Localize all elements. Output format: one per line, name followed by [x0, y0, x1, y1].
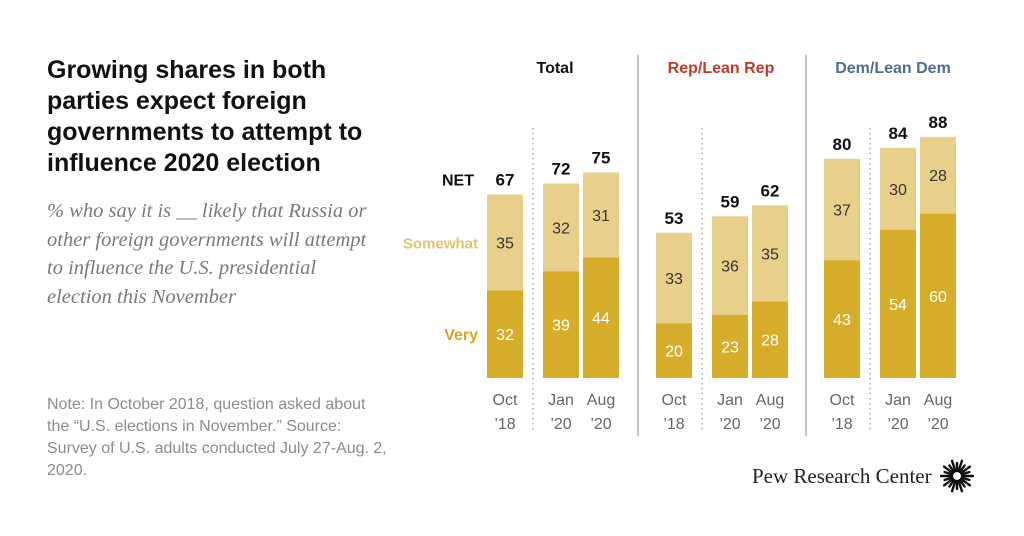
data-label-very: 54 — [889, 297, 907, 314]
data-label-somewhat: 33 — [665, 271, 683, 288]
x-tick-label: Aug — [587, 392, 615, 409]
data-label-net: 67 — [496, 170, 515, 189]
bar-somewhat — [543, 183, 579, 272]
bar-very — [487, 290, 523, 378]
bar-somewhat — [880, 147, 916, 231]
x-tick-label: ’20 — [759, 416, 780, 433]
bar-very — [583, 257, 619, 378]
x-tick-label: ’20 — [590, 416, 611, 433]
data-label-somewhat: 35 — [761, 246, 779, 263]
data-label-very: 32 — [496, 327, 514, 344]
x-tick-label: Jan — [717, 392, 743, 409]
data-label-somewhat: 28 — [929, 168, 947, 185]
data-label-somewhat: 35 — [496, 235, 514, 252]
data-label-very: 43 — [833, 312, 851, 329]
group-header: Rep/Lean Rep — [668, 60, 775, 77]
bar-somewhat — [920, 136, 956, 214]
x-tick-label: Jan — [885, 392, 911, 409]
data-label-very: 39 — [552, 318, 570, 335]
bar-very — [543, 271, 579, 378]
sunburst-ray — [950, 459, 957, 473]
x-tick-label: ’20 — [927, 416, 948, 433]
data-label-net: 62 — [761, 181, 780, 200]
bar-somewhat — [824, 158, 860, 261]
sunburst-ray — [943, 476, 954, 482]
x-tick-label: ’18 — [831, 416, 852, 433]
data-label-somewhat: 30 — [889, 182, 907, 199]
sunburst-ray — [950, 479, 957, 493]
bar-very — [920, 213, 956, 378]
data-label-somewhat: 36 — [721, 259, 739, 276]
bar-somewhat — [712, 216, 748, 315]
pew-sunburst-icon — [939, 459, 974, 493]
data-label-very: 44 — [592, 311, 610, 328]
data-label-net: 53 — [665, 209, 684, 228]
legend-very: Very — [444, 327, 478, 344]
bar-very — [712, 314, 748, 378]
sunburst-ray — [959, 477, 971, 487]
sunburst-ray — [947, 464, 955, 474]
data-label-somewhat: 32 — [552, 220, 570, 237]
x-tick-label: Jan — [548, 392, 574, 409]
x-tick-label: ’20 — [719, 416, 740, 433]
x-tick-label: Oct — [493, 392, 518, 409]
sunburst-ray — [942, 465, 954, 475]
bar-very — [880, 230, 916, 378]
legend-somewhat: Somewhat — [403, 235, 478, 252]
sunburst-ray — [958, 464, 966, 474]
data-label-very: 20 — [665, 344, 683, 361]
data-label-net: 72 — [552, 159, 571, 178]
x-tick-label: ’18 — [663, 416, 684, 433]
group-header: Total — [536, 60, 573, 77]
sunburst-ray — [960, 470, 971, 476]
bar-very — [656, 323, 692, 378]
sunburst-ray — [959, 465, 971, 475]
bar-somewhat — [487, 194, 523, 291]
data-label-somewhat: 31 — [592, 208, 610, 225]
pew-logo: Pew Research Center — [752, 459, 974, 493]
data-label-somewhat: 37 — [833, 202, 851, 219]
x-tick-label: Oct — [830, 392, 855, 409]
bar-very — [824, 260, 860, 378]
x-tick-label: ’18 — [494, 416, 515, 433]
x-tick-label: ’20 — [887, 416, 908, 433]
sunburst-ray — [960, 476, 971, 482]
data-label-very: 28 — [761, 333, 779, 350]
data-label-net: 59 — [721, 192, 740, 211]
chart-title: Growing shares in both parties expect fo… — [47, 56, 363, 177]
sunburst-ray — [943, 470, 954, 476]
bar-somewhat — [583, 172, 619, 258]
sunburst-ray — [942, 477, 954, 487]
net-label: NET — [442, 172, 474, 189]
bar-somewhat — [752, 205, 788, 302]
sunburst-ray — [947, 478, 955, 488]
x-tick-label: Oct — [662, 392, 687, 409]
data-label-net: 84 — [889, 124, 908, 143]
group-header: Dem/Lean Dem — [835, 60, 951, 77]
logo-text: Pew Research Center — [752, 463, 932, 488]
sunburst-ray — [956, 459, 963, 473]
chart-subtitle: % who say it is __ likely that Russia or… — [47, 200, 367, 308]
x-tick-label: Aug — [756, 392, 784, 409]
x-tick-label: ’20 — [550, 416, 571, 433]
sunburst-ray — [958, 478, 966, 488]
data-label-very: 60 — [929, 289, 947, 306]
bar-very — [752, 301, 788, 378]
data-label-net: 75 — [592, 149, 611, 168]
bar-somewhat — [656, 232, 692, 324]
x-tick-label: Aug — [924, 392, 952, 409]
data-label-net: 80 — [833, 135, 852, 154]
source-note: Note: In October 2018, question asked ab… — [47, 396, 387, 479]
data-label-net: 88 — [929, 113, 948, 132]
data-label-very: 23 — [721, 339, 739, 356]
sunburst-ray — [956, 479, 963, 493]
